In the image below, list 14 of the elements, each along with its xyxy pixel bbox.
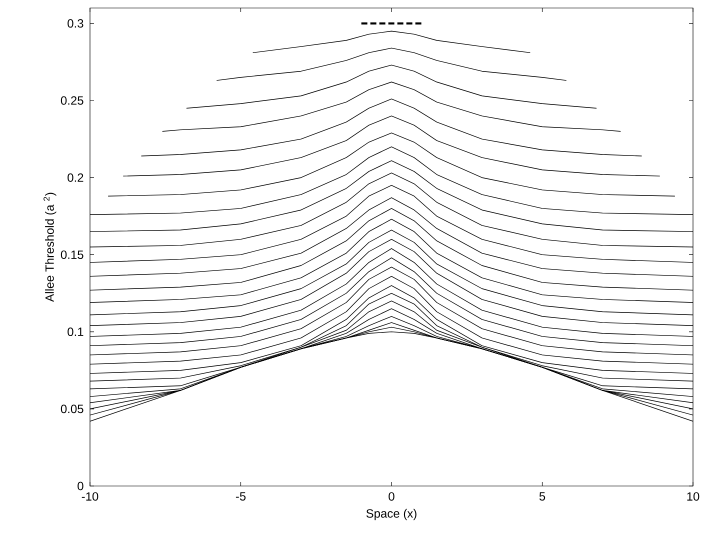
x-tick-label: -10: [82, 492, 98, 501]
y-tick-label: 0.3: [68, 19, 84, 28]
y-tick-label: 0.1: [68, 328, 84, 336]
y-tick-label: 0.05: [60, 404, 84, 414]
x-tick-label: 10: [687, 492, 700, 501]
y-tick-label: 0.2: [68, 173, 84, 182]
y-axis-title: Allee Threshold (a $^{2}$): [44, 192, 56, 302]
x-tick-label: -5: [236, 492, 246, 501]
x-tick-label: 5: [539, 492, 546, 501]
x-axis-title: Space (x): [366, 508, 416, 520]
y-tick-label: 0.25: [60, 96, 84, 105]
y-tick-label: 0: [78, 482, 84, 490]
x-tick-label: 0: [388, 492, 394, 501]
y-tick-label: 0.15: [60, 250, 84, 259]
